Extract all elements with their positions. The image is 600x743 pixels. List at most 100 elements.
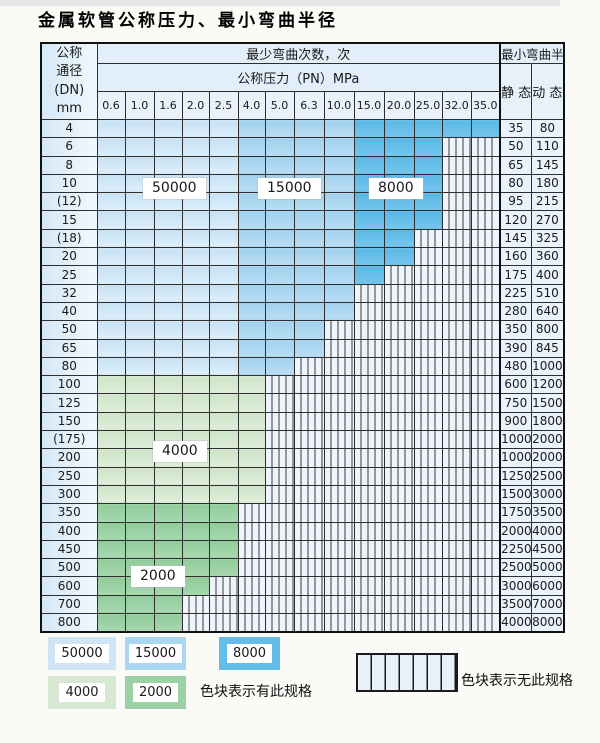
no-spec-cell (383, 283, 415, 303)
legend-swatch-8000: 8000 (219, 637, 280, 670)
dynamic-radius-cell: 2000 (530, 430, 565, 450)
spec-cell (323, 228, 355, 249)
spec-cell (208, 265, 239, 285)
no-spec-cell (293, 393, 325, 413)
no-spec-cell (353, 613, 385, 633)
dn-header-line: (DN) (54, 82, 85, 98)
no-spec-cell (353, 484, 385, 505)
bend-cycles-header: 最少弯曲次数，次 (96, 42, 501, 64)
spec-cell (96, 356, 126, 377)
spec-cell (208, 228, 239, 249)
spec-cell (153, 466, 183, 486)
no-spec-cell (441, 320, 472, 340)
spec-cell (153, 594, 183, 615)
no-spec-cell (470, 503, 501, 523)
spec-cell (96, 265, 126, 285)
static-radius-cell: 175 (499, 265, 532, 285)
table-row: 4 35 80 (40, 118, 565, 139)
spec-cell (124, 466, 155, 486)
no-spec-cell (353, 521, 385, 541)
no-spec-cell (441, 558, 472, 578)
spec-cell (353, 265, 385, 285)
spec-cell (237, 430, 266, 450)
spec-cell (237, 301, 266, 322)
spec-cell (208, 503, 239, 523)
table-row: 200 1000 2000 (40, 448, 565, 468)
spec-cell (264, 247, 295, 267)
no-spec-cell (264, 448, 295, 468)
spec-cell (96, 192, 126, 212)
no-spec-cell (264, 375, 295, 395)
spec-cell (181, 411, 210, 432)
spec-cell (237, 247, 266, 267)
dn-header-line: mm (56, 100, 82, 116)
no-spec-cell (293, 594, 325, 615)
static-radius-cell: 480 (499, 356, 532, 377)
spec-cell (323, 137, 355, 157)
static-radius-cell: 280 (499, 301, 532, 322)
spec-cell (413, 137, 443, 157)
dynamic-radius-cell: 6000 (530, 576, 565, 596)
spec-cell (413, 155, 443, 175)
no-spec-cell (470, 411, 501, 432)
spec-cell (153, 411, 183, 432)
spec-cell (208, 118, 239, 139)
spec-cell (293, 228, 325, 249)
no-spec-cell (470, 210, 501, 230)
no-spec-cell (470, 301, 501, 322)
no-spec-cell (470, 613, 501, 633)
no-spec-cell (383, 320, 415, 340)
spec-cell (96, 613, 126, 633)
spec-cell (124, 393, 155, 413)
no-spec-cell (353, 283, 385, 303)
no-spec-cell (441, 247, 472, 267)
no-spec-cell (470, 430, 501, 450)
spec-cell (293, 137, 325, 157)
static-radius-cell: 3500 (499, 594, 532, 615)
no-spec-cell (441, 155, 472, 175)
spec-cell (237, 375, 266, 395)
spec-cell (264, 320, 295, 340)
static-radius-cell: 65 (499, 155, 532, 175)
no-spec-cell (383, 448, 415, 468)
no-spec-cell (470, 228, 501, 249)
no-spec-cell (264, 503, 295, 523)
spec-cell (96, 137, 126, 157)
no-spec-cell (353, 448, 385, 468)
no-spec-cell (323, 393, 355, 413)
static-radius-cell: 1750 (499, 503, 532, 523)
spec-cell (237, 137, 266, 157)
table-row: 40 280 640 (40, 301, 565, 322)
spec-cell (208, 210, 239, 230)
dn-cell: 200 (40, 448, 98, 468)
spec-cell (181, 466, 210, 486)
spec-cell (237, 448, 266, 468)
no-spec-cell (441, 265, 472, 285)
spec-cell (383, 118, 415, 139)
spec-cell (208, 320, 239, 340)
dn-cell: 700 (40, 594, 98, 615)
spec-cell (124, 155, 155, 175)
dn-cell: 10 (40, 173, 98, 194)
no-spec-cell (353, 320, 385, 340)
table-row: 8 65 145 (40, 155, 565, 175)
dynamic-radius-cell: 110 (530, 137, 565, 157)
spec-cell (153, 521, 183, 541)
spec-cell (264, 265, 295, 285)
no-spec-cell (264, 430, 295, 450)
spec-cell (153, 484, 183, 505)
dn-cell: 20 (40, 247, 98, 267)
spec-cell (208, 301, 239, 322)
no-spec-cell (181, 594, 210, 615)
no-spec-cell (470, 338, 501, 358)
no-spec-cell (323, 558, 355, 578)
no-spec-cell (293, 539, 325, 560)
no-spec-cell (413, 247, 443, 267)
no-spec-cell (383, 430, 415, 450)
no-spec-cell (441, 448, 472, 468)
dn-cell: 32 (40, 283, 98, 303)
no-spec-cell (470, 356, 501, 377)
no-spec-cell (293, 613, 325, 633)
dynamic-radius-cell: 7000 (530, 594, 565, 615)
no-spec-cell (413, 558, 443, 578)
